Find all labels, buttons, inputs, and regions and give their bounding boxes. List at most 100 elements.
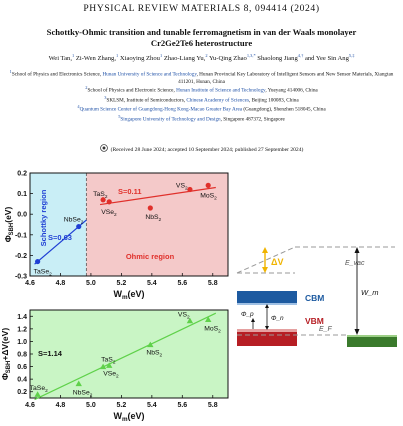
y-tick-label: 0.0 — [17, 212, 27, 219]
author-name: Zi-Wen Zhang, — [75, 55, 116, 63]
x-axis-label: Wm(eV) — [113, 289, 144, 301]
chart-sbh-plus-dv-vs-wm: 4.6 4.8 5.0 5.2 5.4 5.6 5.8 0.2 0.4 0.6 0.8 1.0 1.2 1… — [0, 309, 229, 423]
y-tick-label: 1.0 — [17, 339, 27, 346]
point-label: NbS2 — [145, 214, 161, 223]
fit-line — [99, 186, 216, 206]
data-point — [35, 258, 41, 265]
author-affiliation-mark: 1 — [115, 53, 119, 58]
data-point — [186, 317, 194, 324]
point-label: MoS2 — [200, 192, 217, 201]
plot-frame — [29, 172, 229, 277]
y-tick-label: 0.4 — [17, 377, 27, 384]
x-axis-label: Wm(eV) — [113, 411, 144, 423]
wm-arrow-head-up — [354, 247, 360, 253]
x-tick-label: 5.4 — [147, 280, 157, 287]
x-tick-label: 4.8 — [56, 402, 66, 409]
data-point — [75, 380, 82, 387]
ef-label: E_F — [319, 326, 333, 333]
author-affiliation-mark: 1,3,* — [246, 53, 256, 58]
cbm-label: CBM — [305, 293, 324, 303]
slope-label: S=1.14 — [38, 349, 63, 358]
x-tick-label: 5.6 — [177, 402, 187, 409]
data-point — [100, 197, 106, 203]
y-tick-label: 0.2 — [17, 389, 27, 396]
affiliation-institution-link[interactable]: Quantum Science Center of Guangdong-Hong… — [79, 107, 243, 114]
point-label: MoS2 — [204, 325, 221, 334]
author-affiliation-mark: 4,† — [297, 53, 304, 58]
vacuum-slope-line — [236, 246, 296, 274]
data-point — [205, 316, 212, 323]
vbm-label: VBM — [305, 316, 324, 326]
x-tick-label: 4.6 — [25, 402, 35, 409]
point-label: VS2 — [178, 312, 190, 321]
y-tick-label: -0.3 — [15, 274, 27, 281]
region-label: Ohmic region — [126, 252, 175, 261]
author-list: Wei Tan,1 Zi-Wen Zhang,1 Xiaoying Zhou1 … — [6, 52, 397, 64]
journal-header: PHYSICAL REVIEW MATERIALS 8, 094414 (202… — [83, 3, 320, 14]
y-tick-label: 0.1 — [17, 191, 27, 198]
dv-arrow-head-up — [262, 247, 268, 253]
author-name: Yu-Qing Zhao — [208, 55, 247, 63]
data-point — [34, 391, 41, 397]
chart-sbh-vs-wm: 4.6 4.8 5.0 5.2 5.4 5.6 5.8 -0.3 -0.2 -0.1 0.0 0.1 0… — [3, 171, 229, 301]
y-axis-label: ΦSBH(eV) — [3, 207, 15, 243]
affiliation-line: 5Singapore University of Technology and … — [118, 113, 285, 123]
affiliation-institution-link[interactable]: Singapore University of Technology and D… — [120, 116, 221, 123]
y-tick-label: 0.6 — [17, 364, 27, 371]
x-tick-label: 5.8 — [208, 402, 218, 409]
x-tick-label: 5.4 — [147, 402, 157, 409]
data-point — [187, 186, 193, 193]
point-label: VSe2 — [103, 370, 119, 379]
x-tick-label: 5.2 — [117, 402, 127, 409]
author-name: Wei Tan, — [48, 55, 72, 63]
phin-label: Φ_n — [271, 315, 284, 322]
affiliation-institution-link[interactable]: Hunan University of Science and Technolo… — [102, 71, 197, 78]
y-tick-label: -0.1 — [15, 232, 27, 239]
slope-label: S=0.63 — [48, 233, 72, 242]
point-label: TaSe2 — [34, 269, 53, 278]
cbm-bar — [237, 291, 297, 303]
data-point — [205, 182, 211, 188]
y-tick-label: -0.2 — [15, 253, 27, 260]
title-line-2: Cr2Ge2Te6 heterostructure — [150, 38, 253, 48]
wm-label: W_m — [361, 288, 379, 297]
wm-arrow-head-down — [354, 329, 360, 335]
author-name: and Yee Sin Ang — [304, 55, 349, 63]
open-access-icon — [99, 144, 108, 152]
author-affiliation-mark: 2 — [205, 53, 208, 58]
received-dates: (Received 28 June 2024; accepted 10 Sept… — [0, 144, 403, 153]
author-name: Xiaoying Zhou — [119, 55, 160, 63]
point-label: VS2 — [176, 182, 188, 191]
author-affiliation-mark: 1 — [72, 53, 75, 58]
affiliation-institution-link[interactable]: Hunan Institute of Science and Technolog… — [176, 88, 266, 95]
data-point — [147, 341, 154, 348]
x-tick-label: 5.0 — [86, 280, 96, 287]
affiliation-line: 1School of Physics and Electronics Scien… — [9, 69, 394, 85]
affiliation-institution-link[interactable]: Chinese Academy of Sciences — [186, 97, 249, 104]
data-point — [106, 199, 112, 205]
affiliation-line: 3SKLSM, Institute of Semiconductors, Chi… — [104, 94, 299, 104]
point-label: NbSe2 — [73, 390, 93, 399]
evac-label: E_vac — [345, 260, 365, 267]
x-tick-label: 5.2 — [117, 280, 127, 287]
author-name: Zhao-Liang Yu, — [163, 55, 206, 63]
point-label: VSe2 — [101, 209, 117, 218]
dv-arrow-head-down — [262, 267, 268, 273]
fit-line — [34, 312, 217, 401]
data-point — [76, 223, 82, 230]
vbm-bar — [237, 332, 297, 346]
author-name: Shaolong Jiang — [257, 55, 298, 63]
phip-label: Φ_p — [241, 311, 254, 318]
affiliation-list: 1School of Physics and Electronics Scien… — [4, 69, 399, 123]
metal-bar — [347, 337, 397, 347]
y-tick-label: 1.2 — [17, 326, 27, 333]
author-affiliation-mark: 1 — [159, 53, 163, 58]
y-axis-label: ΦSBH+ΔV(eV) — [0, 328, 12, 381]
region-label: Schottky region — [39, 189, 48, 246]
slope-label: S=0.11 — [118, 187, 142, 196]
point-label: NbSe2 — [64, 217, 84, 226]
x-tick-label: 5.0 — [86, 402, 96, 409]
dv-label: ΔV — [271, 257, 283, 267]
data-point — [106, 362, 113, 368]
x-tick-label: 5.8 — [208, 280, 218, 287]
